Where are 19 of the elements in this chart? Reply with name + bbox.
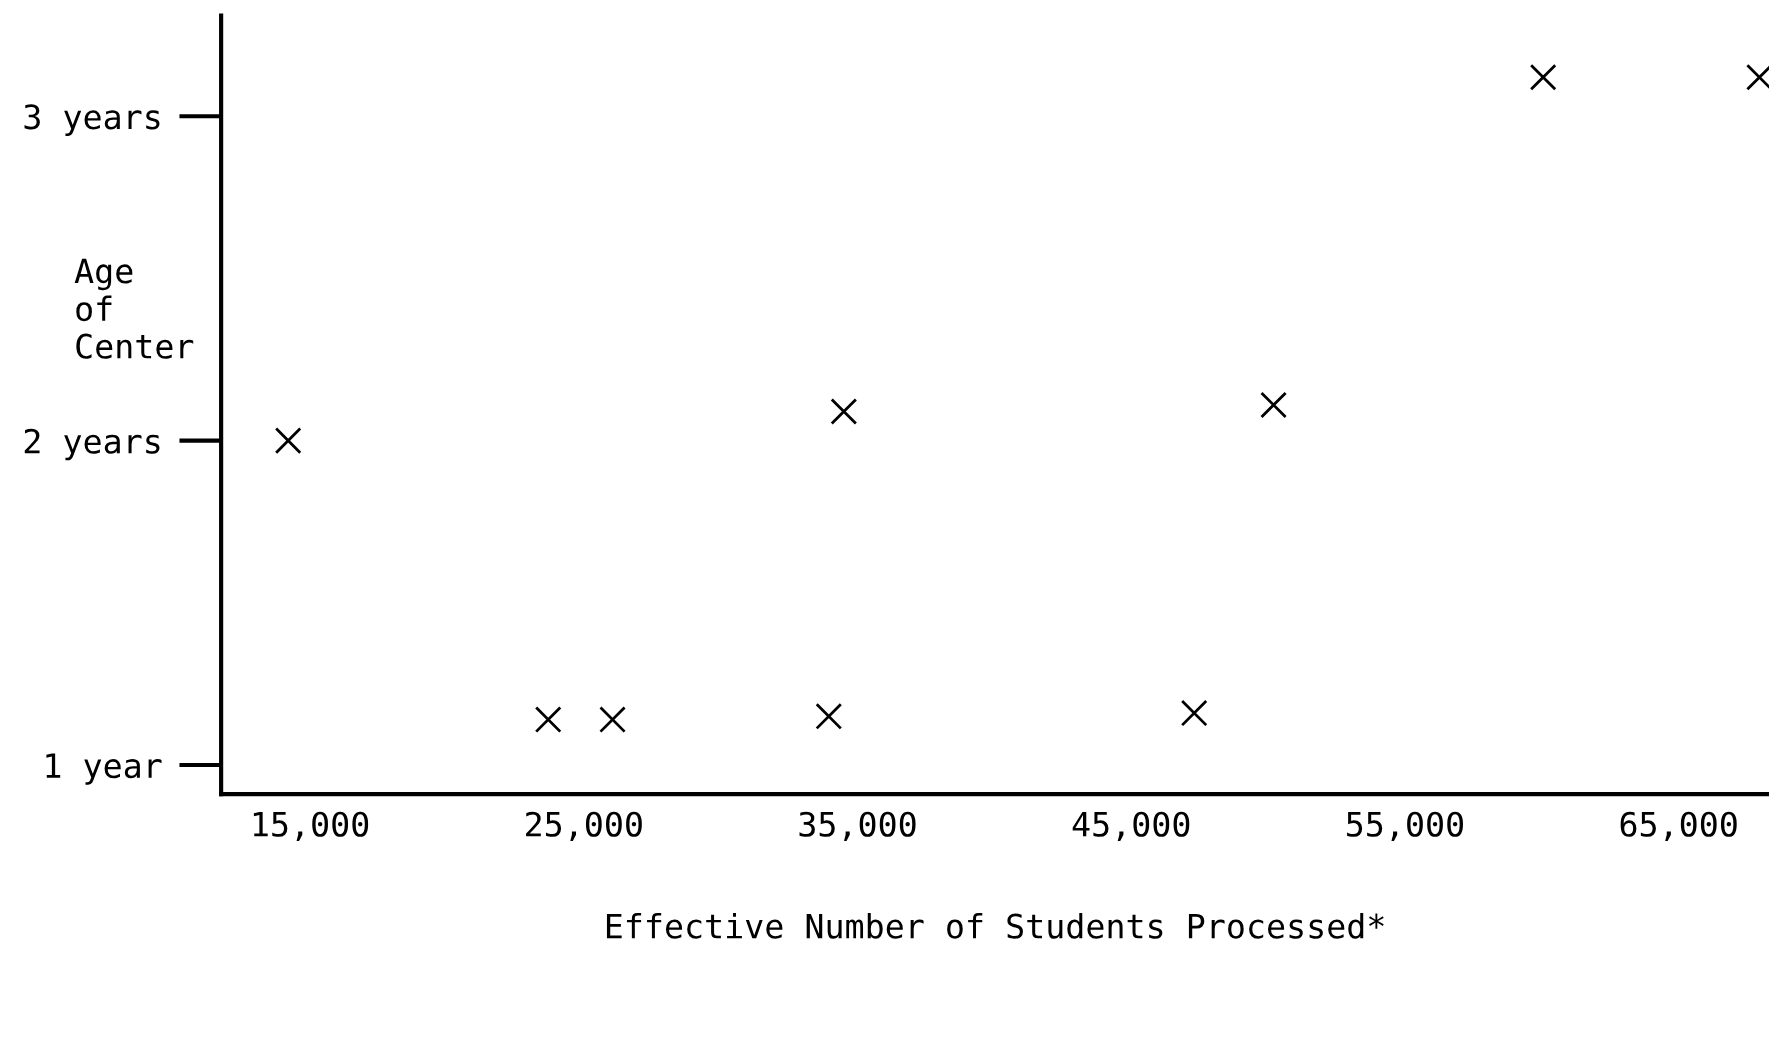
y-tick-label: 2 years	[24, 428, 160, 461]
point	[274, 427, 302, 455]
point	[534, 706, 562, 734]
point	[1180, 699, 1208, 727]
point	[1260, 391, 1287, 419]
point	[815, 702, 843, 730]
x-tick-label: 15,000	[253, 811, 369, 842]
x-tick-label: 55,000	[1347, 811, 1463, 842]
x-tick-label: 35,000	[799, 811, 916, 842]
y-axis-title: Age of Center	[74, 258, 194, 359]
point	[1529, 63, 1557, 91]
y-tick-label: 3 years	[24, 104, 160, 136]
x-tick-label: 65,000	[1620, 811, 1737, 842]
point	[599, 706, 626, 734]
y-tick-label: 1 year	[46, 753, 162, 785]
x-tick-label: 45,000	[1072, 811, 1190, 842]
x-axis-title: Effective Number of Students Processed*	[606, 912, 1384, 939]
x-tick-label: 25,000	[526, 811, 642, 842]
point	[830, 398, 858, 425]
